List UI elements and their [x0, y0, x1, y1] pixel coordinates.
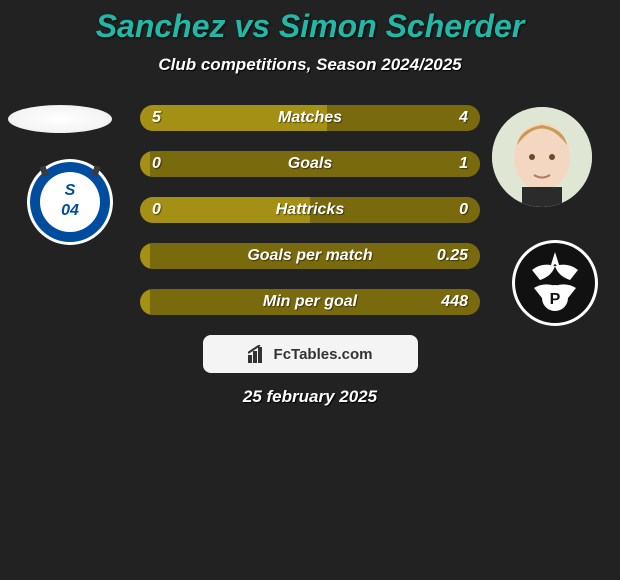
stat-row: 448Min per goal	[140, 289, 480, 315]
stat-row: 54Matches	[140, 105, 480, 131]
svg-text:04: 04	[61, 202, 79, 219]
bars-icon	[248, 345, 268, 363]
date-text: 25 february 2025	[0, 387, 620, 407]
stat-label: Min per goal	[140, 289, 480, 315]
stat-label: Goals	[140, 151, 480, 177]
brand-text: FcTables.com	[274, 346, 373, 363]
stat-row: 00Hattricks	[140, 197, 480, 223]
stat-label: Goals per match	[140, 243, 480, 269]
schalke-logo-icon: S 04	[27, 159, 113, 245]
team-left-logo: S 04	[27, 159, 113, 245]
svg-text:S: S	[65, 182, 76, 199]
comparison-area: S 04 P 54Matches 01Goals 00Hattricks 0.25Go…	[0, 105, 620, 315]
team-right-logo: P	[512, 240, 598, 326]
page-title: Sanchez vs Simon Scherder	[0, 0, 620, 45]
stat-row: 01Goals	[140, 151, 480, 177]
player-right-avatar	[492, 107, 592, 207]
face-placeholder-icon	[492, 107, 592, 207]
brand-box[interactable]: FcTables.com	[203, 335, 418, 373]
subtitle: Club competitions, Season 2024/2025	[0, 55, 620, 75]
stat-bars: 54Matches 01Goals 00Hattricks 0.25Goals per…	[140, 105, 480, 315]
stat-row: 0.25Goals per match	[140, 243, 480, 269]
preussen-logo-icon: P	[512, 240, 598, 326]
player-left-avatar	[8, 105, 112, 133]
stat-label: Hattricks	[140, 197, 480, 223]
svg-text:P: P	[550, 291, 561, 308]
stat-label: Matches	[140, 105, 480, 131]
